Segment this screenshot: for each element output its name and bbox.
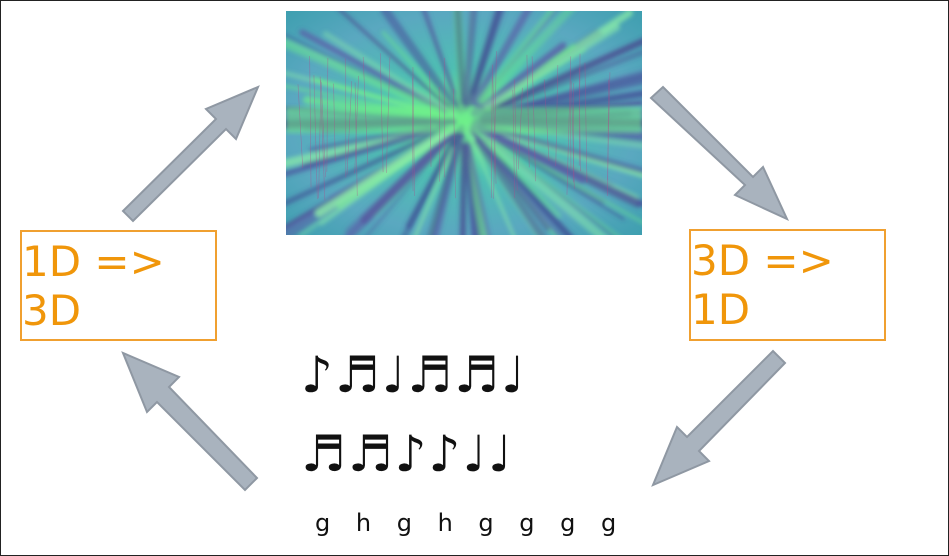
radial-burst-graphic [286,11,642,235]
burst-ray [477,11,555,104]
thin-line [512,89,515,199]
arrow-up-left [121,351,259,492]
burst-ray [470,11,532,107]
thin-line [518,87,523,170]
burst-ray [405,137,457,229]
thin-line [491,76,493,198]
burst-ray [365,127,459,235]
burst-ray [345,129,456,235]
burst-ray [463,142,476,235]
thin-line [492,64,497,184]
burst-ray [299,29,449,114]
thin-line [438,87,440,182]
thin-line [379,53,384,173]
box-1d-to-3d: 1D => 3D [20,230,217,341]
music-notes-row-1: ♪♬♩♬♬♩ [301,346,527,404]
thin-line [493,51,497,199]
burst-ray [470,11,502,95]
burst-ray [478,73,642,120]
burst-ray [473,130,562,218]
burst-ray [480,134,607,235]
thin-line [571,81,575,189]
thin-line [297,84,304,169]
burst-ray [454,11,467,105]
thin-line [309,55,312,188]
arrow-down-left [651,349,787,487]
thin-line [555,65,559,166]
thin-line [514,79,518,191]
thin-line [333,83,336,162]
burst-ray [478,11,575,106]
thin-line [318,80,322,199]
burst-ray [339,11,454,112]
box-3d-to-1d-label: 3D => 1D [691,236,834,334]
thin-line [346,81,353,175]
thin-line [578,67,581,172]
burst-ray [380,11,460,114]
burst-ray [286,40,440,113]
burst-ray [470,138,515,235]
burst-ray [286,121,456,177]
burst-ray [314,125,455,218]
box-1d-to-3d-label: 1D => 3D [22,236,165,335]
thin-line [412,67,415,196]
burst-ray [381,30,460,117]
thin-line [526,54,530,168]
thin-line [313,75,318,200]
thin-line [543,79,550,162]
burst-ray [473,137,546,235]
burst-ray [319,126,456,226]
thin-line [386,57,391,173]
burst-ray [478,137,573,235]
thin-line [320,82,326,178]
thin-line [607,79,609,196]
visualization-image [286,11,642,235]
burst-ray [483,38,642,115]
thin-line [452,88,456,199]
burst-ray [422,11,463,115]
thin-line [429,71,432,167]
note-letters: g h g h g g g g [315,509,623,537]
burst-ray [483,23,621,111]
burst-ray [459,142,467,235]
burst-ray [477,122,642,174]
burst-ray [414,147,454,235]
thin-line [584,62,588,183]
burst-ray [468,127,562,235]
box-3d-to-1d: 3D => 1D [689,229,886,341]
thin-line [569,67,572,169]
burst-ray [461,11,478,113]
thin-line [319,76,326,201]
burst-ray [463,138,488,235]
burst-ray [467,144,490,235]
arrow-up-right [121,85,260,223]
thin-line [531,56,536,182]
thin-line [411,77,414,192]
thin-line [326,58,329,172]
burst-ray [482,49,642,116]
thin-line [354,75,359,174]
arrow-down-right [649,85,790,222]
music-notes-row-2: ♬♬♪♪♩♩ [301,425,514,483]
thin-line [362,56,369,165]
burst-ray [286,125,451,206]
